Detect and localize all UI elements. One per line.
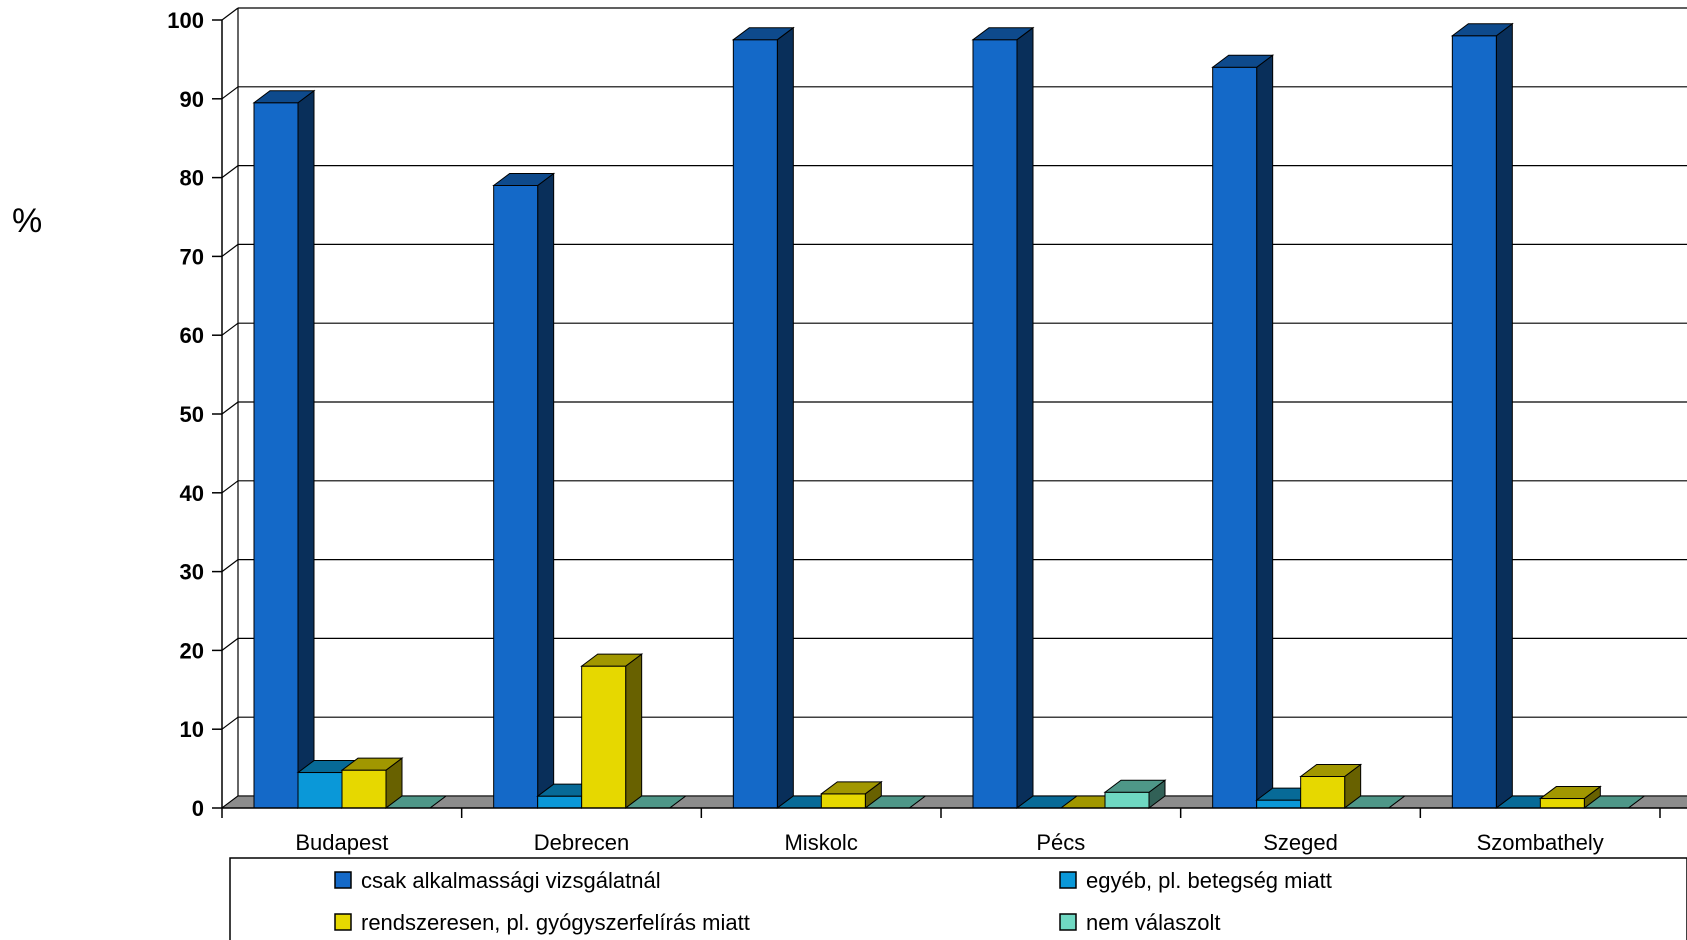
y-tick-label: 50 — [180, 402, 204, 427]
gridline-side — [221, 165, 239, 179]
y-tick-label: 70 — [180, 244, 204, 269]
bar-0-2 — [340, 757, 404, 809]
gridline-side — [221, 559, 239, 573]
bar-2-2 — [819, 780, 883, 809]
gridline-side — [221, 322, 239, 336]
bar-front — [341, 769, 387, 809]
legend-swatch — [1059, 871, 1077, 889]
bar-front — [297, 772, 343, 809]
bar-front — [493, 184, 539, 809]
y-tick-label: 0 — [192, 796, 204, 821]
bar-front — [820, 793, 866, 809]
x-category-labels: Budapest Debrecen Miskolc Pécs Szeged Szombat… — [295, 830, 1603, 855]
x-category-label: Pécs — [1036, 830, 1085, 855]
legend-swatch — [334, 913, 352, 931]
x-category-label: Szeged — [1263, 830, 1338, 855]
gridline-side — [221, 7, 239, 21]
y-tick-label: 10 — [180, 717, 204, 742]
x-category-label: Szombathely — [1477, 830, 1604, 855]
gridline-side — [221, 637, 239, 651]
legend-label: rendszeresen, pl. gyógyszerfelírás miatt — [361, 910, 750, 935]
x-category-label: Debrecen — [534, 830, 629, 855]
bar-top — [819, 781, 883, 795]
bars — [252, 22, 1646, 809]
legend-swatch — [334, 871, 352, 889]
bar-side — [537, 172, 555, 809]
bar-top — [340, 757, 404, 771]
gridline-side — [221, 86, 239, 100]
bar-5-0 — [1450, 22, 1514, 809]
bar-front — [1451, 35, 1497, 809]
bar-top — [580, 653, 644, 667]
bar-front — [581, 665, 627, 809]
y-axis-label: % — [12, 202, 42, 240]
bar-3-3 — [1103, 779, 1167, 809]
bar-side — [1016, 26, 1034, 809]
bar-side — [1495, 22, 1513, 809]
bar-front — [732, 39, 778, 809]
y-tick-label: 20 — [180, 638, 204, 663]
bar-3-0 — [971, 26, 1035, 809]
y-tick-label: 60 — [180, 323, 204, 348]
y-tick-label: 80 — [180, 166, 204, 191]
bar-top — [1538, 786, 1602, 800]
bar-top — [971, 27, 1035, 41]
legend-label: csak alkalmassági vizsgálatnál — [361, 868, 661, 893]
bar-side — [297, 89, 315, 809]
gridline-side — [221, 716, 239, 730]
legend-item: nem válaszolt — [1059, 910, 1221, 935]
bar-4-2 — [1299, 763, 1363, 809]
gridline-side — [221, 480, 239, 494]
gridline-side — [221, 401, 239, 415]
bar-top — [731, 27, 795, 41]
bar-top — [1103, 779, 1167, 793]
bar-front — [1300, 775, 1346, 809]
y-tick-label: 100 — [167, 8, 204, 33]
bar-0-0 — [252, 89, 316, 809]
legend-item: rendszeresen, pl. gyógyszerfelírás miatt — [334, 910, 750, 935]
legend-item: egyéb, pl. betegség miatt — [1059, 868, 1332, 893]
bar-side — [1256, 54, 1274, 809]
bar-top — [1299, 763, 1363, 777]
bar-front — [1539, 798, 1585, 809]
bar-4-0 — [1211, 54, 1275, 809]
gridline-side — [221, 243, 239, 257]
bar-5-2 — [1538, 785, 1602, 809]
bar-front — [1212, 66, 1258, 809]
legend-frame — [229, 857, 1687, 940]
bar-top — [1450, 23, 1514, 37]
bar-top — [492, 172, 556, 186]
bar-top — [1211, 54, 1275, 68]
legend-label: egyéb, pl. betegség miatt — [1086, 868, 1332, 893]
y-tick-label: 30 — [180, 560, 204, 585]
legend: csak alkalmassági vizsgálatnál egyéb, pl.… — [229, 857, 1687, 940]
legend-label: nem válaszolt — [1086, 910, 1221, 935]
bar-front — [537, 795, 583, 809]
bar-front — [1104, 791, 1150, 809]
bar-front — [1256, 799, 1302, 809]
y-tick-label: 40 — [180, 481, 204, 506]
bar-top — [252, 90, 316, 104]
x-category-label: Miskolc — [784, 830, 857, 855]
y-tick-label: 90 — [180, 87, 204, 112]
x-category-label: Budapest — [295, 830, 388, 855]
bar-1-2 — [580, 653, 644, 809]
legend-swatch — [1059, 913, 1077, 931]
bar-side — [776, 26, 794, 809]
bar-1-3 — [624, 795, 688, 809]
bar-2-0 — [731, 26, 795, 809]
bar-front — [972, 39, 1018, 809]
bar-front — [253, 102, 299, 809]
axes — [212, 8, 1687, 818]
bar-1-0 — [492, 172, 556, 809]
y-tick-labels: 0 10 20 30 40 50 60 70 80 90 100 — [167, 8, 204, 821]
legend-item: csak alkalmassági vizsgálatnál — [334, 868, 661, 893]
bar-side — [625, 653, 643, 809]
